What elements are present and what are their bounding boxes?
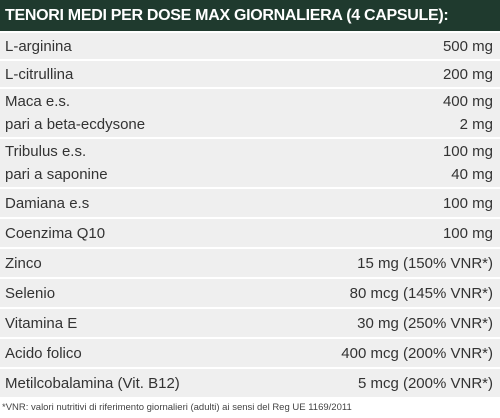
nutrient-value: 30 mg (250% VNR*) [357,314,493,332]
nutrient-value: 200 mg [442,65,493,83]
table-row: Coenzima Q10 100 mg [0,217,500,247]
nutrient-name: pari a saponine [5,166,108,183]
table-row: Tribulus e.s. 100 mg pari a saponine 40 mg [0,137,500,187]
nutrient-value: 15 mg (150% VNR*) [357,254,493,272]
row-line: Damiana e.s 100 mg [5,192,493,215]
nutrient-value: 80 mcg (145% VNR*) [349,284,493,302]
nutrient-value: 400 mg [442,93,493,110]
footnote: *VNR: valori nutritivi di riferimento gi… [2,402,352,413]
table-row: Selenio 80 mcg (145% VNR*) [0,277,500,307]
nutrient-value: 100 mg [442,224,493,242]
nutrient-name: Zinco [5,254,42,272]
row-line: Selenio 80 mcg (145% VNR*) [5,282,493,305]
nutrient-name: Tribulus e.s. [5,143,87,160]
row-line: Metilcobalamina (Vit. B12) 5 mcg (200% VN… [5,372,493,395]
nutrient-value: 400 mcg (200% VNR*) [341,344,493,362]
table-row: Vitamina E 30 mg (250% VNR*) [0,307,500,337]
nutrient-value: 500 mg [442,37,493,55]
row-line: Acido folico 400 mcg (200% VNR*) [5,342,493,365]
row-line: Tribulus e.s. 100 mg [5,140,493,163]
nutrient-name: Vitamina E [5,314,78,332]
row-line: pari a beta-ecdysone 2 mg [5,113,493,136]
nutrient-name: Acido folico [5,344,82,362]
nutrient-name: Maca e.s. [5,93,71,110]
row-line: L-arginina 500 mg [5,35,493,58]
nutrient-name: pari a beta-ecdysone [5,116,146,133]
nutrient-name: Coenzima Q10 [5,224,106,242]
row-line: Zinco 15 mg (150% VNR*) [5,252,493,275]
nutrient-value: 2 mg [459,116,493,133]
table-row: Metilcobalamina (Vit. B12) 5 mcg (200% VN… [0,367,500,397]
nutrient-name: L-citrullina [5,65,74,83]
nutrient-name: Metilcobalamina (Vit. B12) [5,374,180,392]
row-line: pari a saponine 40 mg [5,163,493,186]
table: L-arginina 500 mg L-citrullina 200 mg Maca e… [0,31,500,397]
table-row: Zinco 15 mg (150% VNR*) [0,247,500,277]
header-title: TENORI MEDI PER DOSE MAX GIORNALIERA (4 … [5,6,449,24]
nutrient-value: 100 mg [442,194,493,212]
row-line: Coenzima Q10 100 mg [5,222,493,245]
nutrient-name: L-arginina [5,37,72,55]
table-row: Damiana e.s 100 mg [0,187,500,217]
table-row: Maca e.s. 400 mg pari a beta-ecdysone 2 mg [0,87,500,137]
table-row: Acido folico 400 mcg (200% VNR*) [0,337,500,367]
row-line: Maca e.s. 400 mg [5,90,493,113]
nutrient-value: 5 mcg (200% VNR*) [357,374,493,392]
header: TENORI MEDI PER DOSE MAX GIORNALIERA (4 … [0,0,500,31]
row-line: L-citrullina 200 mg [5,63,493,86]
table-row: L-citrullina 200 mg [0,59,500,87]
table-row: L-arginina 500 mg [0,31,500,59]
nutrient-value: 40 mg [451,166,493,183]
row-line: Vitamina E 30 mg (250% VNR*) [5,312,493,335]
nutrient-name: Selenio [5,284,56,302]
nutrient-name: Damiana e.s [5,194,90,212]
nutrient-value: 100 mg [442,143,493,160]
